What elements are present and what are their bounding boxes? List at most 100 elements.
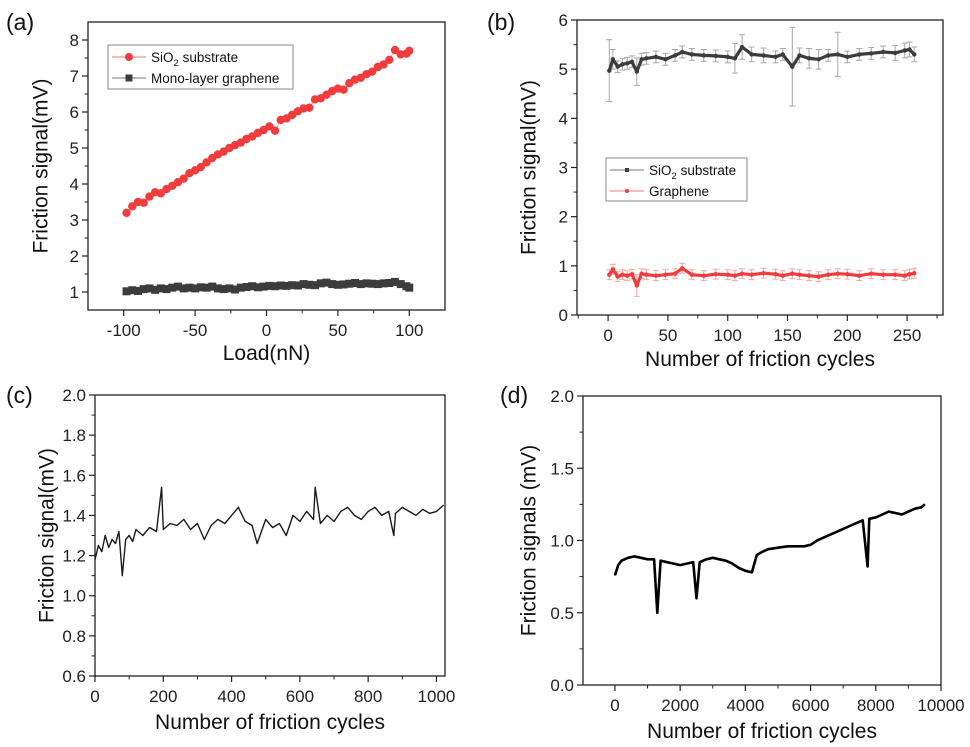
panel-a: (a) -100 -50 0 50 100 1 2 3 4 5 6 7 8 Load(nN) Fric…: [6, 9, 446, 365]
data-point: [191, 284, 200, 293]
data-point: [162, 528, 164, 531]
series-b-1: [606, 262, 918, 297]
data-point: [625, 61, 630, 66]
series-c-0: [94, 486, 444, 577]
x-tick-label-b: 150: [773, 326, 801, 345]
y-tick-label-b: 2: [559, 208, 568, 227]
legend-a: SiO2 substrate Mono-layer graphene: [107, 44, 294, 90]
data-point: [408, 510, 410, 513]
data-point: [179, 284, 188, 293]
data-point: [367, 67, 377, 76]
data-point: [160, 486, 163, 488]
y-tick-label-d: 1.0: [550, 532, 574, 551]
data-point: [907, 511, 909, 513]
data-point: [615, 274, 620, 279]
data-point: [749, 52, 754, 57]
legend-entry: Graphene: [610, 184, 709, 199]
data-point: [663, 57, 668, 62]
data-point: [202, 158, 211, 167]
data-point: [225, 284, 234, 293]
data-point: [744, 570, 746, 572]
data-point: [128, 202, 137, 211]
data-point: [139, 285, 148, 294]
data-point: [293, 281, 302, 290]
data-point: [156, 284, 165, 293]
data-point: [385, 55, 394, 64]
data-point: [142, 534, 144, 537]
data-point: [809, 544, 812, 546]
y-tick-label-c: 1.0: [62, 587, 86, 606]
x-ticks-c: 0 200 400 600 800 1000: [90, 676, 455, 706]
data-point: [190, 528, 192, 531]
y-tick-label-a: 6: [70, 103, 79, 122]
data-point: [816, 274, 821, 279]
data-point: [306, 510, 308, 513]
x-tick-label-b: 250: [893, 326, 921, 345]
data-point: [829, 534, 831, 536]
y-tick-label-b: 5: [559, 60, 568, 79]
series-d-0: [613, 503, 926, 615]
data-point: [780, 273, 785, 278]
data-point: [653, 54, 659, 60]
data-point: [761, 551, 763, 553]
y-tick-label-c: 2.0: [62, 386, 86, 405]
x-tick-label-c: 1000: [418, 687, 456, 706]
data-point: [739, 271, 745, 276]
x-tick-label-a: -100: [107, 321, 141, 340]
x-tick-label-d: 4000: [726, 696, 764, 715]
data-point: [203, 538, 205, 541]
data-point: [388, 510, 390, 513]
data-point: [314, 486, 316, 488]
data-point: [292, 514, 294, 517]
x-tick-label-c: 200: [149, 687, 177, 706]
data-point: [912, 52, 917, 57]
x-tick-label-d: 2000: [661, 696, 699, 715]
data-point: [278, 522, 280, 525]
data-point: [869, 271, 874, 276]
data-point: [429, 512, 431, 515]
data-point: [825, 53, 831, 58]
plot-area-d: [613, 503, 926, 615]
data-point: [196, 162, 206, 172]
y-axis-title-c: Friction signal(mV): [36, 448, 59, 623]
data-point: [629, 59, 635, 64]
data-point: [183, 518, 185, 521]
data-point: [415, 514, 417, 517]
data-point: [179, 174, 188, 183]
data-point: [692, 561, 694, 563]
data-point: [390, 45, 400, 55]
data-point: [902, 48, 907, 53]
data-point: [773, 271, 778, 277]
y-tick-label-b: 6: [559, 11, 568, 30]
y-ticks-d: 0.0 0.5 1.0 1.5 2.0: [550, 387, 583, 695]
x-ticks-d: 0 2000 4000 6000 8000 10000: [610, 685, 965, 715]
data-point: [231, 285, 240, 294]
legend-marker-circle: [125, 53, 133, 61]
data-point: [213, 284, 222, 293]
data-point: [139, 198, 148, 207]
data-point: [732, 273, 738, 278]
data-point: [673, 563, 675, 565]
data-point: [845, 54, 850, 60]
data-point: [422, 508, 424, 511]
data-point: [149, 526, 151, 529]
data-point: [659, 560, 662, 562]
data-point: [725, 54, 730, 60]
data-point: [653, 273, 659, 278]
x-axis-title-c: Number of friction cycles: [155, 711, 385, 734]
x-ticks-a: -100 -50 0 50 100: [107, 310, 423, 340]
data-point: [867, 565, 869, 568]
data-point: [627, 557, 629, 559]
data-point: [666, 561, 668, 563]
panel-d: (d) 0 2000 4000 6000 8000 10000 0.0 0.5 1.0 1.5 2…: [500, 382, 965, 743]
legend-entry: Mono-layer graphene: [112, 71, 279, 86]
data-point: [920, 506, 923, 508]
data-point: [202, 283, 211, 292]
data-point: [196, 522, 199, 525]
data-point: [347, 506, 349, 508]
data-point: [862, 519, 864, 521]
data-point: [405, 46, 414, 55]
data-point: [319, 522, 321, 525]
x-axis-title-a: Load(nN): [223, 342, 311, 365]
